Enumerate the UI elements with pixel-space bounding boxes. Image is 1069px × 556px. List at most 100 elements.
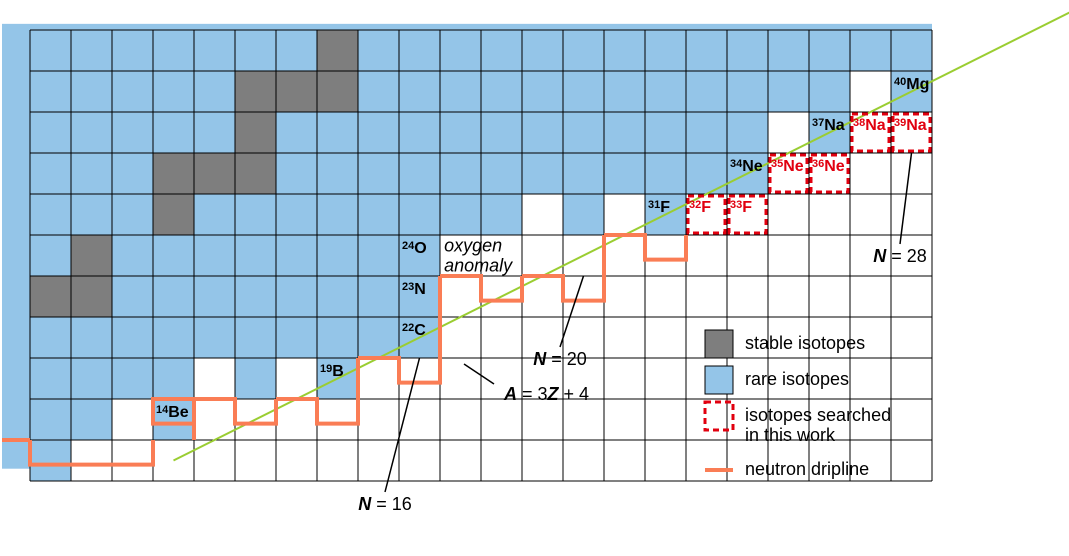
nuclide-cell — [194, 358, 235, 399]
nuclide-cell — [71, 317, 112, 358]
n20-label: N = 20 — [533, 349, 587, 369]
nuclide-cell — [235, 112, 276, 153]
nuclide-cell — [235, 153, 276, 194]
a-formula-label: A = 3Z + 4 — [503, 384, 589, 404]
nuclide-cell — [563, 153, 604, 194]
nuclide-cell — [399, 194, 440, 235]
nuclide-cell — [563, 112, 604, 153]
nuclide-cell — [399, 112, 440, 153]
nuclide-cell — [645, 30, 686, 71]
nuclide-cell — [358, 194, 399, 235]
nuclide-cell — [112, 71, 153, 112]
nuclide-cell — [891, 317, 932, 358]
nuclide-cell — [153, 30, 194, 71]
nuclide-cell — [317, 30, 358, 71]
nuclide-cell — [358, 71, 399, 112]
nuclide-cell — [112, 194, 153, 235]
nuclide-cell — [276, 235, 317, 276]
nuclide-cell — [891, 399, 932, 440]
nuclide-cell — [153, 235, 194, 276]
nuclide-cell — [399, 153, 440, 194]
nuclide-cell — [71, 358, 112, 399]
nuclide-cell — [235, 194, 276, 235]
nuclide-cell — [71, 71, 112, 112]
legend-swatch — [705, 330, 733, 358]
nuclide-cell — [71, 235, 112, 276]
nuclide-cell — [645, 235, 686, 276]
nuclide-cell — [194, 30, 235, 71]
nuclide-cell — [686, 440, 727, 481]
nuclide-cell — [235, 235, 276, 276]
nuclide-cell — [317, 112, 358, 153]
nuclide-cell — [194, 276, 235, 317]
nuclide-cell — [440, 30, 481, 71]
nuclide-cell — [399, 399, 440, 440]
nuclide-cell — [71, 440, 112, 481]
nuclide-cell — [153, 153, 194, 194]
nuclide-cell — [809, 276, 850, 317]
nuclide-cell — [440, 112, 481, 153]
nuclide-cell — [276, 317, 317, 358]
nuclide-cell — [850, 276, 891, 317]
nuclide-cell — [399, 30, 440, 71]
nuclide-cell — [235, 317, 276, 358]
nuclide-cell — [522, 399, 563, 440]
nuclide-cell — [399, 71, 440, 112]
nuclide-cell — [194, 317, 235, 358]
nuclide-cell — [30, 235, 71, 276]
n28-label: N = 28 — [873, 246, 927, 266]
nuclide-cell — [481, 153, 522, 194]
nuclide-cell — [112, 30, 153, 71]
nuclide-cell — [399, 440, 440, 481]
nuclide-cell — [358, 153, 399, 194]
nuclide-cell — [153, 112, 194, 153]
nuclide-cell — [112, 112, 153, 153]
nuclide-cell — [399, 358, 440, 399]
nuclide-cell — [276, 194, 317, 235]
nuclide-cell — [809, 30, 850, 71]
nuclide-cell — [522, 71, 563, 112]
nuclide-cell — [71, 194, 112, 235]
nuclide-cell — [276, 30, 317, 71]
nuclide-cell — [481, 71, 522, 112]
nuclide-cell — [235, 276, 276, 317]
nuclide-cell — [604, 399, 645, 440]
nuclide-cell — [317, 194, 358, 235]
nuclide-cell — [112, 235, 153, 276]
nuclide-chart: 14Be19B22C23N24O31F32F33F34Ne35Ne36Ne37N… — [0, 0, 1069, 556]
nuclide-cell — [153, 317, 194, 358]
nuclide-cell — [604, 358, 645, 399]
nuclide-cell — [891, 153, 932, 194]
nuclide-cell — [30, 358, 71, 399]
nuclide-cell — [30, 317, 71, 358]
nuclide-cell — [481, 317, 522, 358]
nuclide-cell — [194, 71, 235, 112]
nuclide-cell — [153, 194, 194, 235]
nuclide-cell — [71, 112, 112, 153]
nuclide-cell — [358, 276, 399, 317]
nuclide-cell — [112, 399, 153, 440]
legend-swatch — [705, 366, 733, 394]
nuclide-cell — [727, 30, 768, 71]
nuclide-cell — [481, 194, 522, 235]
nuclide-cell — [645, 153, 686, 194]
nuclide-cell — [727, 276, 768, 317]
nuclide-cell — [276, 71, 317, 112]
nuclide-cell — [71, 399, 112, 440]
nuclide-cell — [440, 358, 481, 399]
nuclide-cell — [317, 317, 358, 358]
nuclide-cell — [522, 30, 563, 71]
nuclide-cell — [522, 112, 563, 153]
nuclide-cell — [850, 358, 891, 399]
nuclide-cell — [604, 276, 645, 317]
nuclide-cell — [891, 440, 932, 481]
nuclide-cell — [563, 399, 604, 440]
nuclide-cell — [645, 112, 686, 153]
nuclide-cell — [645, 399, 686, 440]
nuclide-cell — [686, 235, 727, 276]
nuclide-cell — [809, 235, 850, 276]
nuclide-cell — [481, 399, 522, 440]
nuclide-cell — [768, 235, 809, 276]
nuclide-cell — [30, 153, 71, 194]
nuclide-cell — [71, 276, 112, 317]
